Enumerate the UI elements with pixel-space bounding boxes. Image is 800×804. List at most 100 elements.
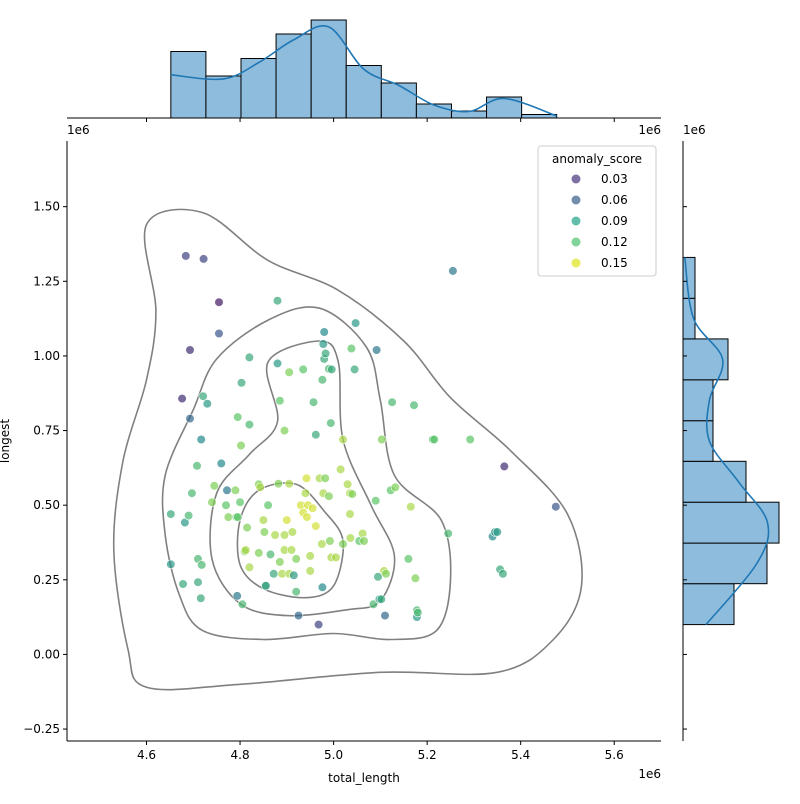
legend-label: 0.15 [601,256,628,270]
scatter-point [259,527,270,537]
x-tick-label: 4.6 [137,748,156,762]
scatter-point [300,488,311,498]
scatter-point [317,539,327,549]
scatter-point [284,367,294,377]
scatter-point [196,434,206,445]
scatter-point [233,512,243,522]
scatter-point [410,573,421,583]
scatter-point [221,500,231,510]
scatter-point [222,485,232,495]
scatter-point [196,593,206,603]
y-histogram-bar [682,420,714,462]
y-kde-line [684,257,770,626]
scatter-point [244,352,254,363]
scatter-point [202,399,212,409]
scatter-point [232,591,242,601]
scatter-point [314,619,324,630]
scatter-point [325,536,335,546]
x-tick-label: 4.8 [231,748,250,762]
scatter-point [181,251,191,261]
scatter-point [241,545,251,555]
legend-title: anomaly_score [552,152,642,166]
scatter-point [499,461,509,472]
y-tick-label: 1.00 [33,349,60,363]
y-axis-label: longest [0,419,12,464]
x-axis-label: total_length [328,771,400,785]
scatter-point [298,364,308,375]
scatter-point [343,479,353,489]
scatter-point [443,528,453,539]
scatter-point [272,358,283,369]
scatter-point [305,551,315,561]
scatter-point [236,440,246,451]
scatter-point [207,497,217,507]
scatter-point [272,296,283,306]
y-histogram-bar [682,460,747,503]
scatter-point [185,414,195,424]
kde-contour-2 [161,306,452,641]
y-histogram-bar [682,379,714,422]
scatter-point [390,482,400,492]
y-tick-label: 0.00 [33,647,60,661]
y-tick-label: 1.50 [33,200,60,214]
scatter-point [233,412,243,422]
scatter-point [258,515,269,525]
x-histogram-bar [380,82,417,119]
x-histogram-bar [275,33,312,119]
scatter-point [350,364,360,375]
scatter-point [338,434,348,445]
legend-marker [571,216,581,226]
main-axes: 4.6 4.8 5.0 5.2 5.4 5.6 −0.25 0.00 0.25 0.50 0.75 1… [23,141,661,762]
legend-marker [571,195,581,205]
scatter-point [331,552,341,563]
x-histogram-bar [240,58,277,119]
scatter-point [320,473,330,483]
legend-box [537,145,657,277]
scatter-point [166,509,176,519]
scatter-point [345,533,356,543]
scatter-point [187,488,197,498]
scatter-point [265,549,276,560]
y-tick-label: 0.25 [33,573,60,587]
x-tick-label: 5.2 [418,748,437,762]
scatter-point [371,496,381,506]
top-marginal-offset-label-left: 1e6 [67,123,90,137]
legend-label: 0.06 [601,193,628,207]
scatter-point [373,572,383,582]
scatter-point [338,539,348,549]
scatter-point [321,348,331,359]
legend-label: 0.03 [601,172,628,186]
top-marginal-offset-label-right: 1e6 [638,123,661,137]
scatter-point [282,515,292,525]
scatter-point [319,327,329,337]
legend-marker [571,174,581,184]
scatter-point [178,579,188,589]
scatter-point [376,594,386,604]
scatter-point [377,434,387,445]
right-marginal-offset-label: 1e6 [683,123,706,137]
y-tick-label: 0.50 [33,498,60,512]
scatter-point [368,599,379,609]
scatter-point [289,570,299,580]
scatter-point [358,528,368,539]
scatter-point [406,502,416,512]
scatter-point [286,545,297,555]
scatter-point [269,569,279,579]
kde-contours [112,208,583,691]
scatter-point [244,562,254,572]
scatter-point [287,527,298,537]
right-marginal-histogram [682,141,780,741]
scatter-point [275,396,285,406]
scatter-point [465,434,475,445]
scatter-point [413,607,423,618]
y-histogram-bar [682,501,780,544]
x-histogram-bar [415,103,452,119]
scatter-point [242,522,252,533]
x-histogram-bar [170,51,207,119]
scatter-point [336,464,346,475]
scatter-point [318,339,328,349]
scatter-point [199,254,209,264]
kde-contour-1 [112,208,583,691]
scatter-point [244,420,254,430]
